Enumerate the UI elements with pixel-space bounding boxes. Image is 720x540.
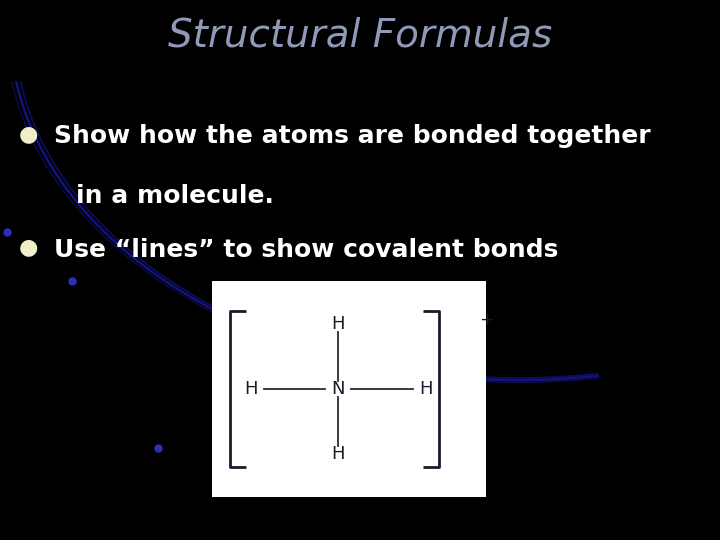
FancyBboxPatch shape <box>212 281 486 497</box>
Text: Show how the atoms are bonded together: Show how the atoms are bonded together <box>54 124 651 148</box>
Text: H: H <box>331 315 345 333</box>
Text: N: N <box>331 380 345 398</box>
Text: H: H <box>419 380 433 398</box>
Text: ●: ● <box>19 124 38 144</box>
Text: H: H <box>244 380 258 398</box>
Text: +: + <box>479 310 494 329</box>
Text: Use “lines” to show covalent bonds: Use “lines” to show covalent bonds <box>54 238 559 261</box>
Text: in a molecule.: in a molecule. <box>76 184 274 207</box>
Text: ●: ● <box>19 238 38 258</box>
Text: Structural Formulas: Structural Formulas <box>168 16 552 54</box>
Text: H: H <box>331 444 345 463</box>
